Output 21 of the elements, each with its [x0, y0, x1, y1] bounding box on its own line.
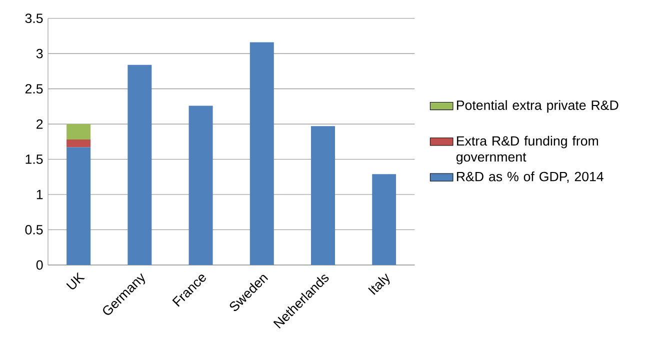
x-tick-label: Italy	[368, 274, 390, 295]
legend-label: Potential extra private R&D	[456, 100, 618, 113]
y-tick-label: 3.5	[25, 14, 43, 24]
bar	[128, 64, 152, 265]
y-tick-label: 3	[36, 48, 43, 58]
y-tick-label: 1.5	[26, 154, 43, 164]
x-tick-label: UK	[66, 272, 85, 290]
bar	[66, 147, 91, 265]
y-tick-label: 2	[36, 119, 43, 129]
bar	[250, 42, 274, 265]
y-tick-label: 1	[36, 190, 43, 200]
y-tick-label: 2.5	[25, 84, 43, 94]
y-tick-label: 0.5	[25, 225, 43, 234]
bar	[311, 126, 336, 265]
bar	[66, 140, 91, 148]
legend-label: R&D as % of GDP, 2014	[456, 171, 604, 183]
bar	[66, 124, 91, 140]
bar	[188, 106, 213, 265]
bar	[372, 174, 396, 265]
y-tick-label: 0	[36, 260, 43, 270]
legend-label: Extra R&D funding from government	[456, 136, 598, 164]
